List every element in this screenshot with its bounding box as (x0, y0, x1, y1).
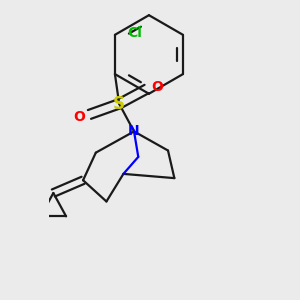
Text: O: O (73, 110, 85, 124)
Text: Cl: Cl (128, 26, 142, 40)
Text: N: N (128, 124, 140, 138)
Text: S: S (113, 95, 125, 113)
Text: O: O (152, 80, 163, 94)
